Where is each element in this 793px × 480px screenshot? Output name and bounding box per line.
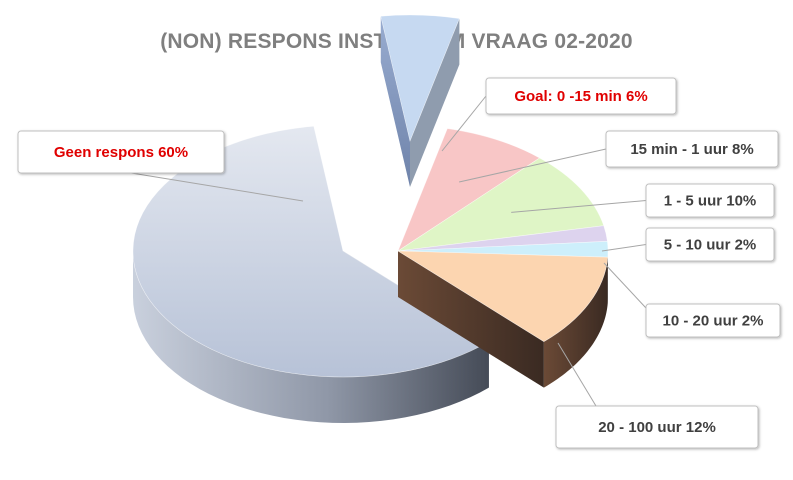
data-label-geen-respons: Geen respons 60% <box>54 144 188 161</box>
leader-line-goal-0-15-min <box>441 95 487 152</box>
callout-box-10-20-uur <box>645 303 781 338</box>
slice-goal-0-15-min <box>380 14 460 142</box>
leader-line-geen-respons <box>131 172 304 202</box>
slice-20-100-uur <box>396 250 609 342</box>
data-label-5-10-uur: 5 - 10 uur 2% <box>664 237 757 254</box>
leader-line-1-5-uur <box>511 200 647 213</box>
data-label-goal-0-15-min: Goal: 0 -15 min 6% <box>514 88 647 105</box>
slice-cut-20-100-uur <box>398 251 544 388</box>
leader-line-20-100-uur <box>557 342 597 407</box>
data-label-1-5-uur: 1 - 5 uur 10% <box>664 193 757 210</box>
leader-line-10-20-uur <box>603 262 647 309</box>
callout-box-5-10-uur <box>645 227 775 262</box>
slice-side-geen-respons <box>133 251 489 423</box>
slice-1-5-uur <box>397 157 605 252</box>
slice-15-min-1-uur <box>397 128 541 252</box>
callout-box-geen-respons <box>17 130 225 174</box>
data-label-15-min-1-uur: 15 min - 1 uur 8% <box>630 141 753 158</box>
callout-box-1-5-uur <box>645 183 775 218</box>
callout-box-20-100-uur <box>555 405 759 449</box>
slice-cut-goal-0-15-min-end <box>410 18 460 187</box>
leader-line-15-min-1-uur <box>459 148 607 183</box>
slice-side-20-100-uur <box>543 257 608 388</box>
slice-cut-goal-0-15-min <box>380 16 410 187</box>
leader-line-5-10-uur <box>601 244 647 252</box>
data-label-20-100-uur: 20 - 100 uur 12% <box>598 419 716 436</box>
callout-box-15-min-1-uur <box>605 130 779 168</box>
callout-box-goal-0-15-min <box>485 77 677 115</box>
data-label-10-20-uur: 10 - 20 uur 2% <box>663 313 764 330</box>
